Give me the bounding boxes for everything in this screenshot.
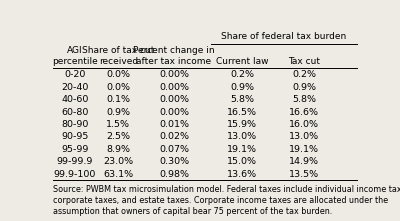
- Text: 90-95: 90-95: [61, 132, 88, 141]
- Text: Share of tax cut: Share of tax cut: [82, 46, 154, 55]
- Text: Share of federal tax burden: Share of federal tax burden: [222, 32, 347, 42]
- Text: percentile: percentile: [52, 57, 98, 66]
- Text: 13.0%: 13.0%: [227, 132, 257, 141]
- Text: 0.00%: 0.00%: [159, 83, 189, 92]
- Text: 16.5%: 16.5%: [227, 108, 257, 116]
- Text: 0.02%: 0.02%: [159, 132, 189, 141]
- Text: 0.07%: 0.07%: [159, 145, 189, 154]
- Text: 0.9%: 0.9%: [292, 83, 316, 92]
- Text: 5.8%: 5.8%: [230, 95, 254, 104]
- Text: 16.6%: 16.6%: [289, 108, 319, 116]
- Text: 23.0%: 23.0%: [103, 157, 133, 166]
- Text: Current law: Current law: [216, 57, 268, 66]
- Text: 95-99: 95-99: [61, 145, 88, 154]
- Text: AGI: AGI: [67, 46, 83, 55]
- Text: 5.8%: 5.8%: [292, 95, 316, 104]
- Text: Percent change in: Percent change in: [133, 46, 215, 55]
- Text: received: received: [99, 57, 138, 66]
- Text: 0.98%: 0.98%: [159, 170, 189, 179]
- Text: 19.1%: 19.1%: [227, 145, 257, 154]
- Text: 0.00%: 0.00%: [159, 95, 189, 104]
- Text: 8.9%: 8.9%: [106, 145, 130, 154]
- Text: 63.1%: 63.1%: [103, 170, 133, 179]
- Text: after tax income: after tax income: [136, 57, 212, 66]
- Text: 20-40: 20-40: [61, 83, 88, 92]
- Text: 0.0%: 0.0%: [106, 70, 130, 79]
- Text: 0-20: 0-20: [64, 70, 86, 79]
- Text: 13.5%: 13.5%: [289, 170, 319, 179]
- Text: 80-90: 80-90: [61, 120, 88, 129]
- Text: Tax cut: Tax cut: [288, 57, 320, 66]
- Text: 60-80: 60-80: [61, 108, 88, 116]
- Text: 0.00%: 0.00%: [159, 70, 189, 79]
- Text: 0.2%: 0.2%: [292, 70, 316, 79]
- Text: 2.5%: 2.5%: [106, 132, 130, 141]
- Text: 0.9%: 0.9%: [230, 83, 254, 92]
- Text: 15.9%: 15.9%: [227, 120, 257, 129]
- Text: 0.30%: 0.30%: [159, 157, 189, 166]
- Text: 14.9%: 14.9%: [289, 157, 319, 166]
- Text: 0.1%: 0.1%: [106, 95, 130, 104]
- Text: 0.2%: 0.2%: [230, 70, 254, 79]
- Text: 19.1%: 19.1%: [289, 145, 319, 154]
- Text: 15.0%: 15.0%: [227, 157, 257, 166]
- Text: 99.9-100: 99.9-100: [54, 170, 96, 179]
- Text: Source: PWBM tax microsimulation model. Federal taxes include individual income : Source: PWBM tax microsimulation model. …: [53, 185, 400, 216]
- Text: 13.6%: 13.6%: [227, 170, 257, 179]
- Text: 16.0%: 16.0%: [289, 120, 319, 129]
- Text: 99-99.9: 99-99.9: [57, 157, 93, 166]
- Text: 1.5%: 1.5%: [106, 120, 130, 129]
- Text: 40-60: 40-60: [61, 95, 88, 104]
- Text: 0.01%: 0.01%: [159, 120, 189, 129]
- Text: 0.9%: 0.9%: [106, 108, 130, 116]
- Text: 0.0%: 0.0%: [106, 83, 130, 92]
- Text: 0.00%: 0.00%: [159, 108, 189, 116]
- Text: 13.0%: 13.0%: [289, 132, 319, 141]
